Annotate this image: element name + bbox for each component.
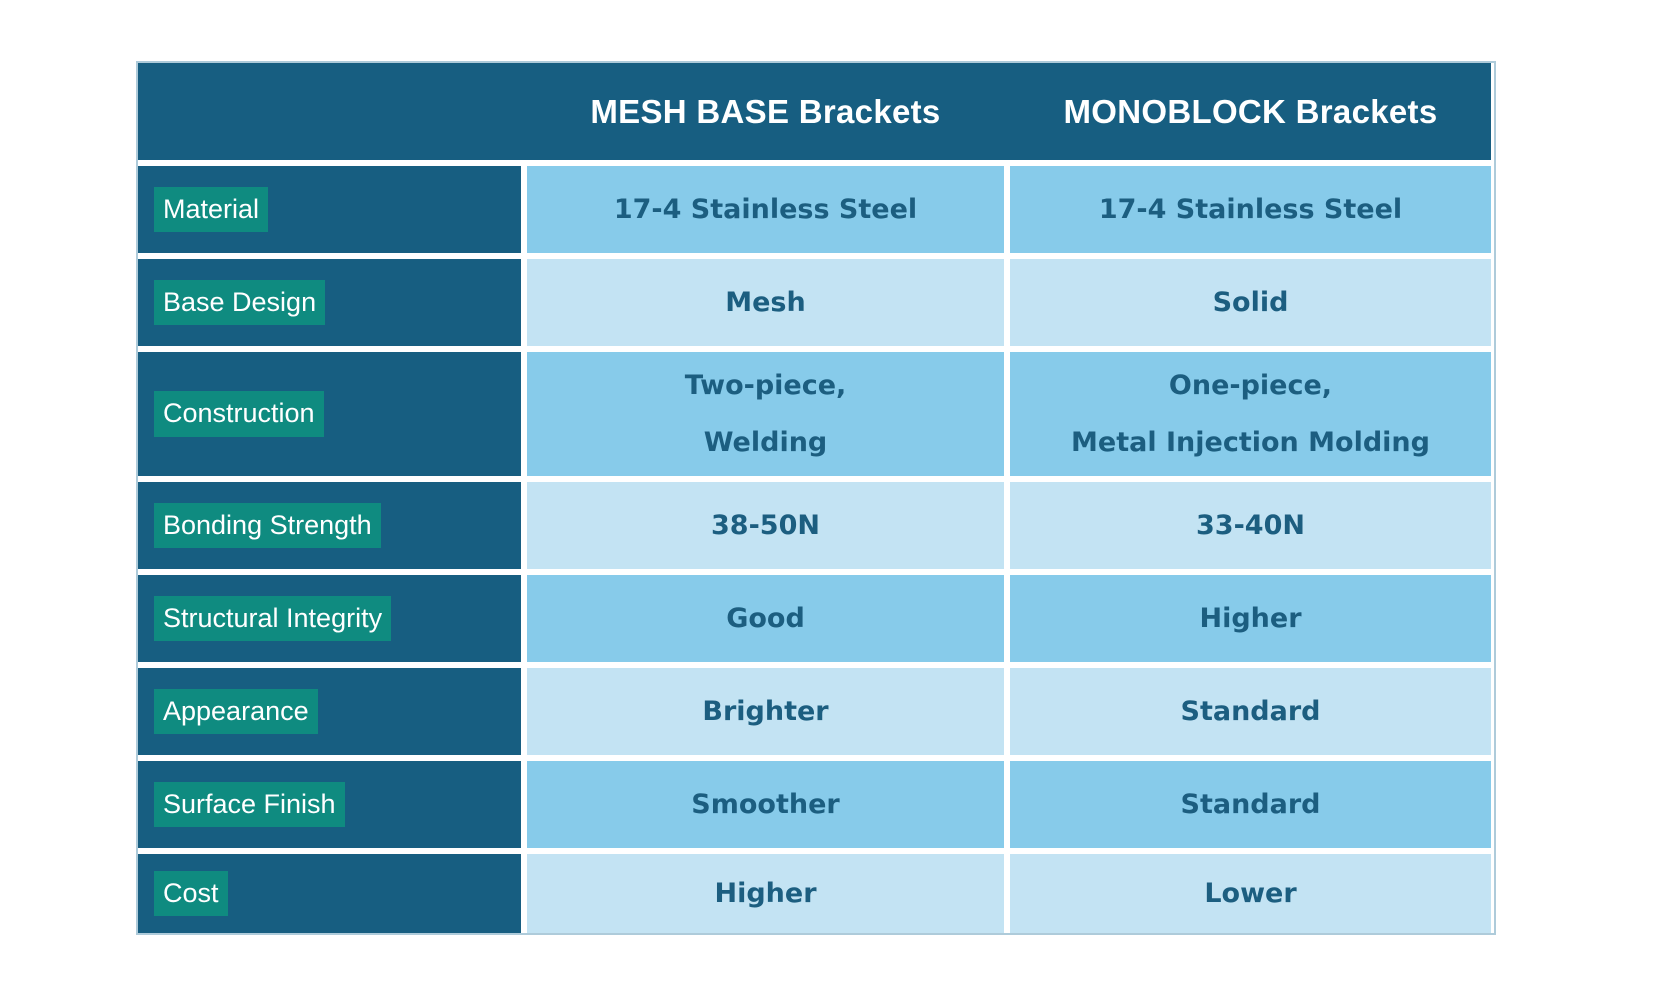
value-line: Two-piece,	[684, 370, 847, 401]
row-label-cell: Construction	[138, 352, 521, 476]
mesh-base-value-cell: Brighter	[527, 668, 1004, 755]
value-line: Higher	[714, 878, 817, 909]
row-label: Base Design	[154, 279, 326, 326]
value-line: One-piece,	[1168, 370, 1333, 401]
row-label-cell: Cost	[138, 854, 521, 933]
row-label: Cost	[154, 870, 228, 917]
comparison-table: MESH BASE Brackets MONOBLOCK Brackets Ma…	[136, 61, 1496, 935]
mesh-base-value-cell: Good	[527, 575, 1004, 662]
mesh-base-value-cell: Higher	[527, 854, 1004, 933]
row-label-cell: Base Design	[138, 259, 521, 346]
mesh-base-value-cell: Two-piece, Welding	[527, 352, 1004, 476]
mesh-base-value-cell: 38-50N	[527, 482, 1004, 569]
row-label-cell: Material	[138, 166, 521, 253]
row-label-cell: Appearance	[138, 668, 521, 755]
value-line: Solid	[1212, 287, 1289, 318]
value-line: Mesh	[725, 287, 806, 318]
row-label: Bonding Strength	[154, 502, 381, 549]
value-line: Standard	[1180, 789, 1321, 820]
value-line: 17-4 Stainless Steel	[1098, 194, 1403, 225]
value-line: Smoother	[691, 789, 840, 820]
value-line: Higher	[1199, 603, 1302, 634]
mesh-base-value-cell: Mesh	[527, 259, 1004, 346]
header-monoblock-brackets: MONOBLOCK Brackets	[1063, 92, 1438, 130]
row-label: Material	[154, 186, 269, 233]
monoblock-value-cell: Lower	[1010, 854, 1491, 933]
value-line: Brighter	[702, 696, 829, 727]
value-line: 33-40N	[1196, 510, 1305, 541]
header-corner-cell	[138, 63, 521, 160]
monoblock-value-cell: Standard	[1010, 668, 1491, 755]
value-line: 38-50N	[711, 510, 820, 541]
row-label-cell: Bonding Strength	[138, 482, 521, 569]
value-line: Lower	[1204, 878, 1297, 909]
value-line: Good	[726, 603, 805, 634]
table-header-row: MESH BASE Brackets MONOBLOCK Brackets	[138, 63, 1491, 160]
monoblock-value-cell: Higher	[1010, 575, 1491, 662]
monoblock-value-cell: 17-4 Stainless Steel	[1010, 166, 1491, 253]
row-label: Appearance	[154, 688, 318, 735]
monoblock-value-cell: Standard	[1010, 761, 1491, 848]
monoblock-value-cell: Solid	[1010, 259, 1491, 346]
row-label: Construction	[154, 391, 324, 437]
value-line: Welding	[703, 427, 828, 458]
mesh-base-value-cell: Smoother	[527, 761, 1004, 848]
value-line: 17-4 Stainless Steel	[613, 194, 918, 225]
row-label: Surface Finish	[154, 781, 345, 828]
mesh-base-value-cell: 17-4 Stainless Steel	[527, 166, 1004, 253]
row-label-cell: Surface Finish	[138, 761, 521, 848]
row-label: Structural Integrity	[154, 595, 392, 642]
monoblock-value-cell: One-piece, Metal Injection Molding	[1010, 352, 1491, 476]
header-mesh-base-brackets: MESH BASE Brackets	[590, 92, 941, 130]
monoblock-value-cell: 33-40N	[1010, 482, 1491, 569]
value-line: Standard	[1180, 696, 1321, 727]
row-label-cell: Structural Integrity	[138, 575, 521, 662]
value-line: Metal Injection Molding	[1071, 427, 1430, 458]
